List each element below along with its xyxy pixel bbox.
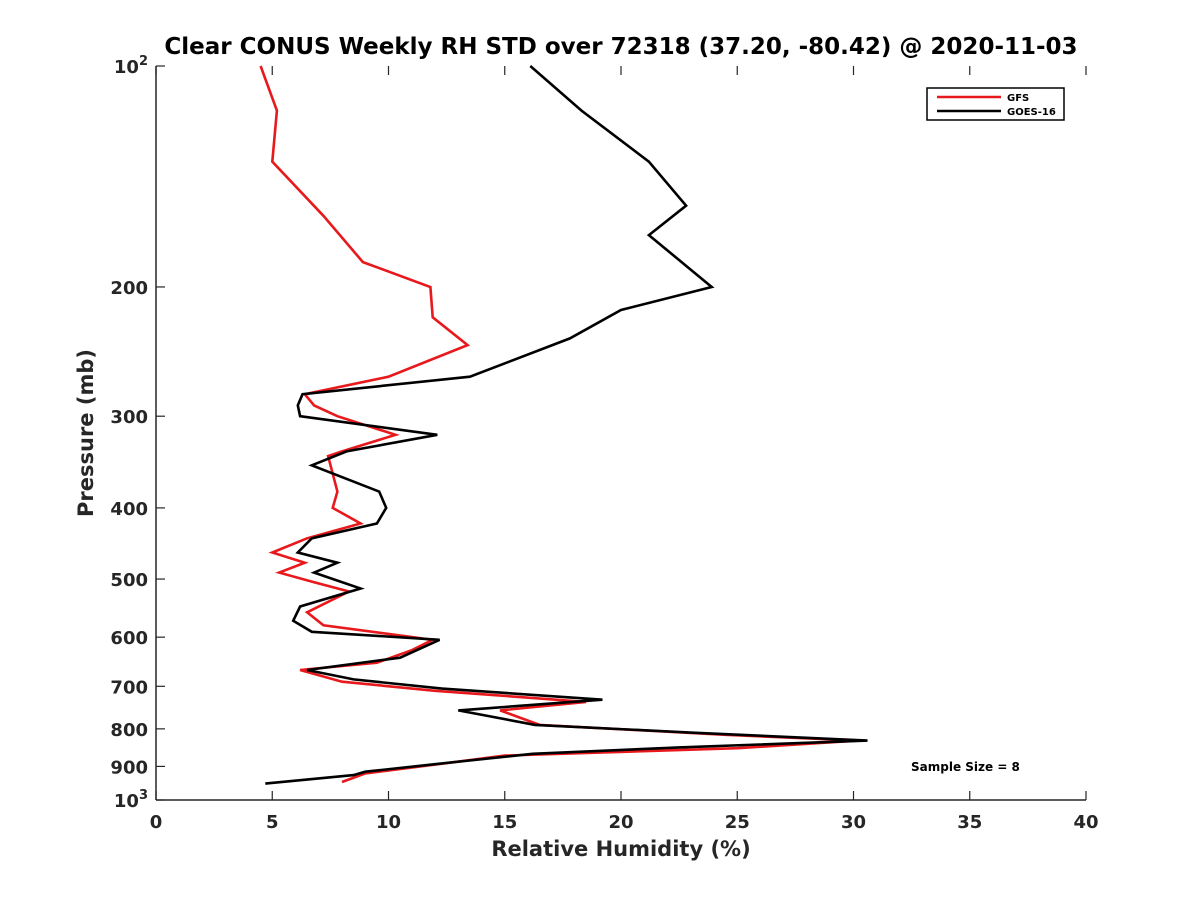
y-tick-label: 900 <box>110 757 148 778</box>
y-tick-label: 600 <box>110 628 148 649</box>
legend: GFS GOES-16 <box>926 87 1065 121</box>
x-tick-label: 10 <box>376 812 401 833</box>
x-tick-label: 0 <box>150 812 163 833</box>
y-tick-label-base: 700 <box>110 677 148 698</box>
x-tick-label: 35 <box>957 812 982 833</box>
y-tick-label: 500 <box>110 570 148 591</box>
series-layer <box>259 65 868 785</box>
x-tick-label: 15 <box>492 812 517 833</box>
y-tick-label: 700 <box>110 677 148 698</box>
series-line-goes-16 <box>265 65 868 785</box>
y-tick-label: 800 <box>110 720 148 741</box>
legend-label-goes-16: GOES-16 <box>1007 107 1056 118</box>
y-tick-label-base: 800 <box>110 720 148 741</box>
y-tick-label-exponent: 2 <box>139 54 148 69</box>
y-tick-label: 300 <box>110 407 148 428</box>
y-axis-label: Pressure (mb) <box>74 349 98 517</box>
y-tick-label-base: 300 <box>110 407 148 428</box>
chart-title: Clear CONUS Weekly RH STD over 72318 (37… <box>164 34 1077 60</box>
legend-label-gfs: GFS <box>1007 93 1029 104</box>
y-tick-label: 400 <box>110 499 148 520</box>
x-tick-label: 20 <box>608 812 633 833</box>
y-tick-label-base: 900 <box>110 757 148 778</box>
legend-box <box>926 87 1065 121</box>
y-tick-label-base: 400 <box>110 499 148 520</box>
y-tick-label-base: 600 <box>110 628 148 649</box>
y-tick-label-base: 10 <box>114 57 139 78</box>
x-tick-label: 30 <box>841 812 866 833</box>
annotation-sample-size: Sample Size = 8 <box>911 760 1020 774</box>
x-axis-label: Relative Humidity (%) <box>491 837 750 861</box>
y-tick-label-exponent: 3 <box>139 788 148 803</box>
x-tick-label: 5 <box>266 812 279 833</box>
y-tick-label-base: 10 <box>114 791 139 812</box>
y-tick-label: 103 <box>114 788 148 812</box>
y-tick-label-base: 500 <box>110 570 148 591</box>
y-tick-label: 102 <box>114 54 148 78</box>
y-tick-label-base: 200 <box>110 278 148 299</box>
x-tick-label: 25 <box>725 812 750 833</box>
y-tick-label: 200 <box>110 278 148 299</box>
x-ticks: 0 5 10 15 20 25 30 35 40 <box>150 66 1099 833</box>
x-tick-label: 40 <box>1073 812 1098 833</box>
